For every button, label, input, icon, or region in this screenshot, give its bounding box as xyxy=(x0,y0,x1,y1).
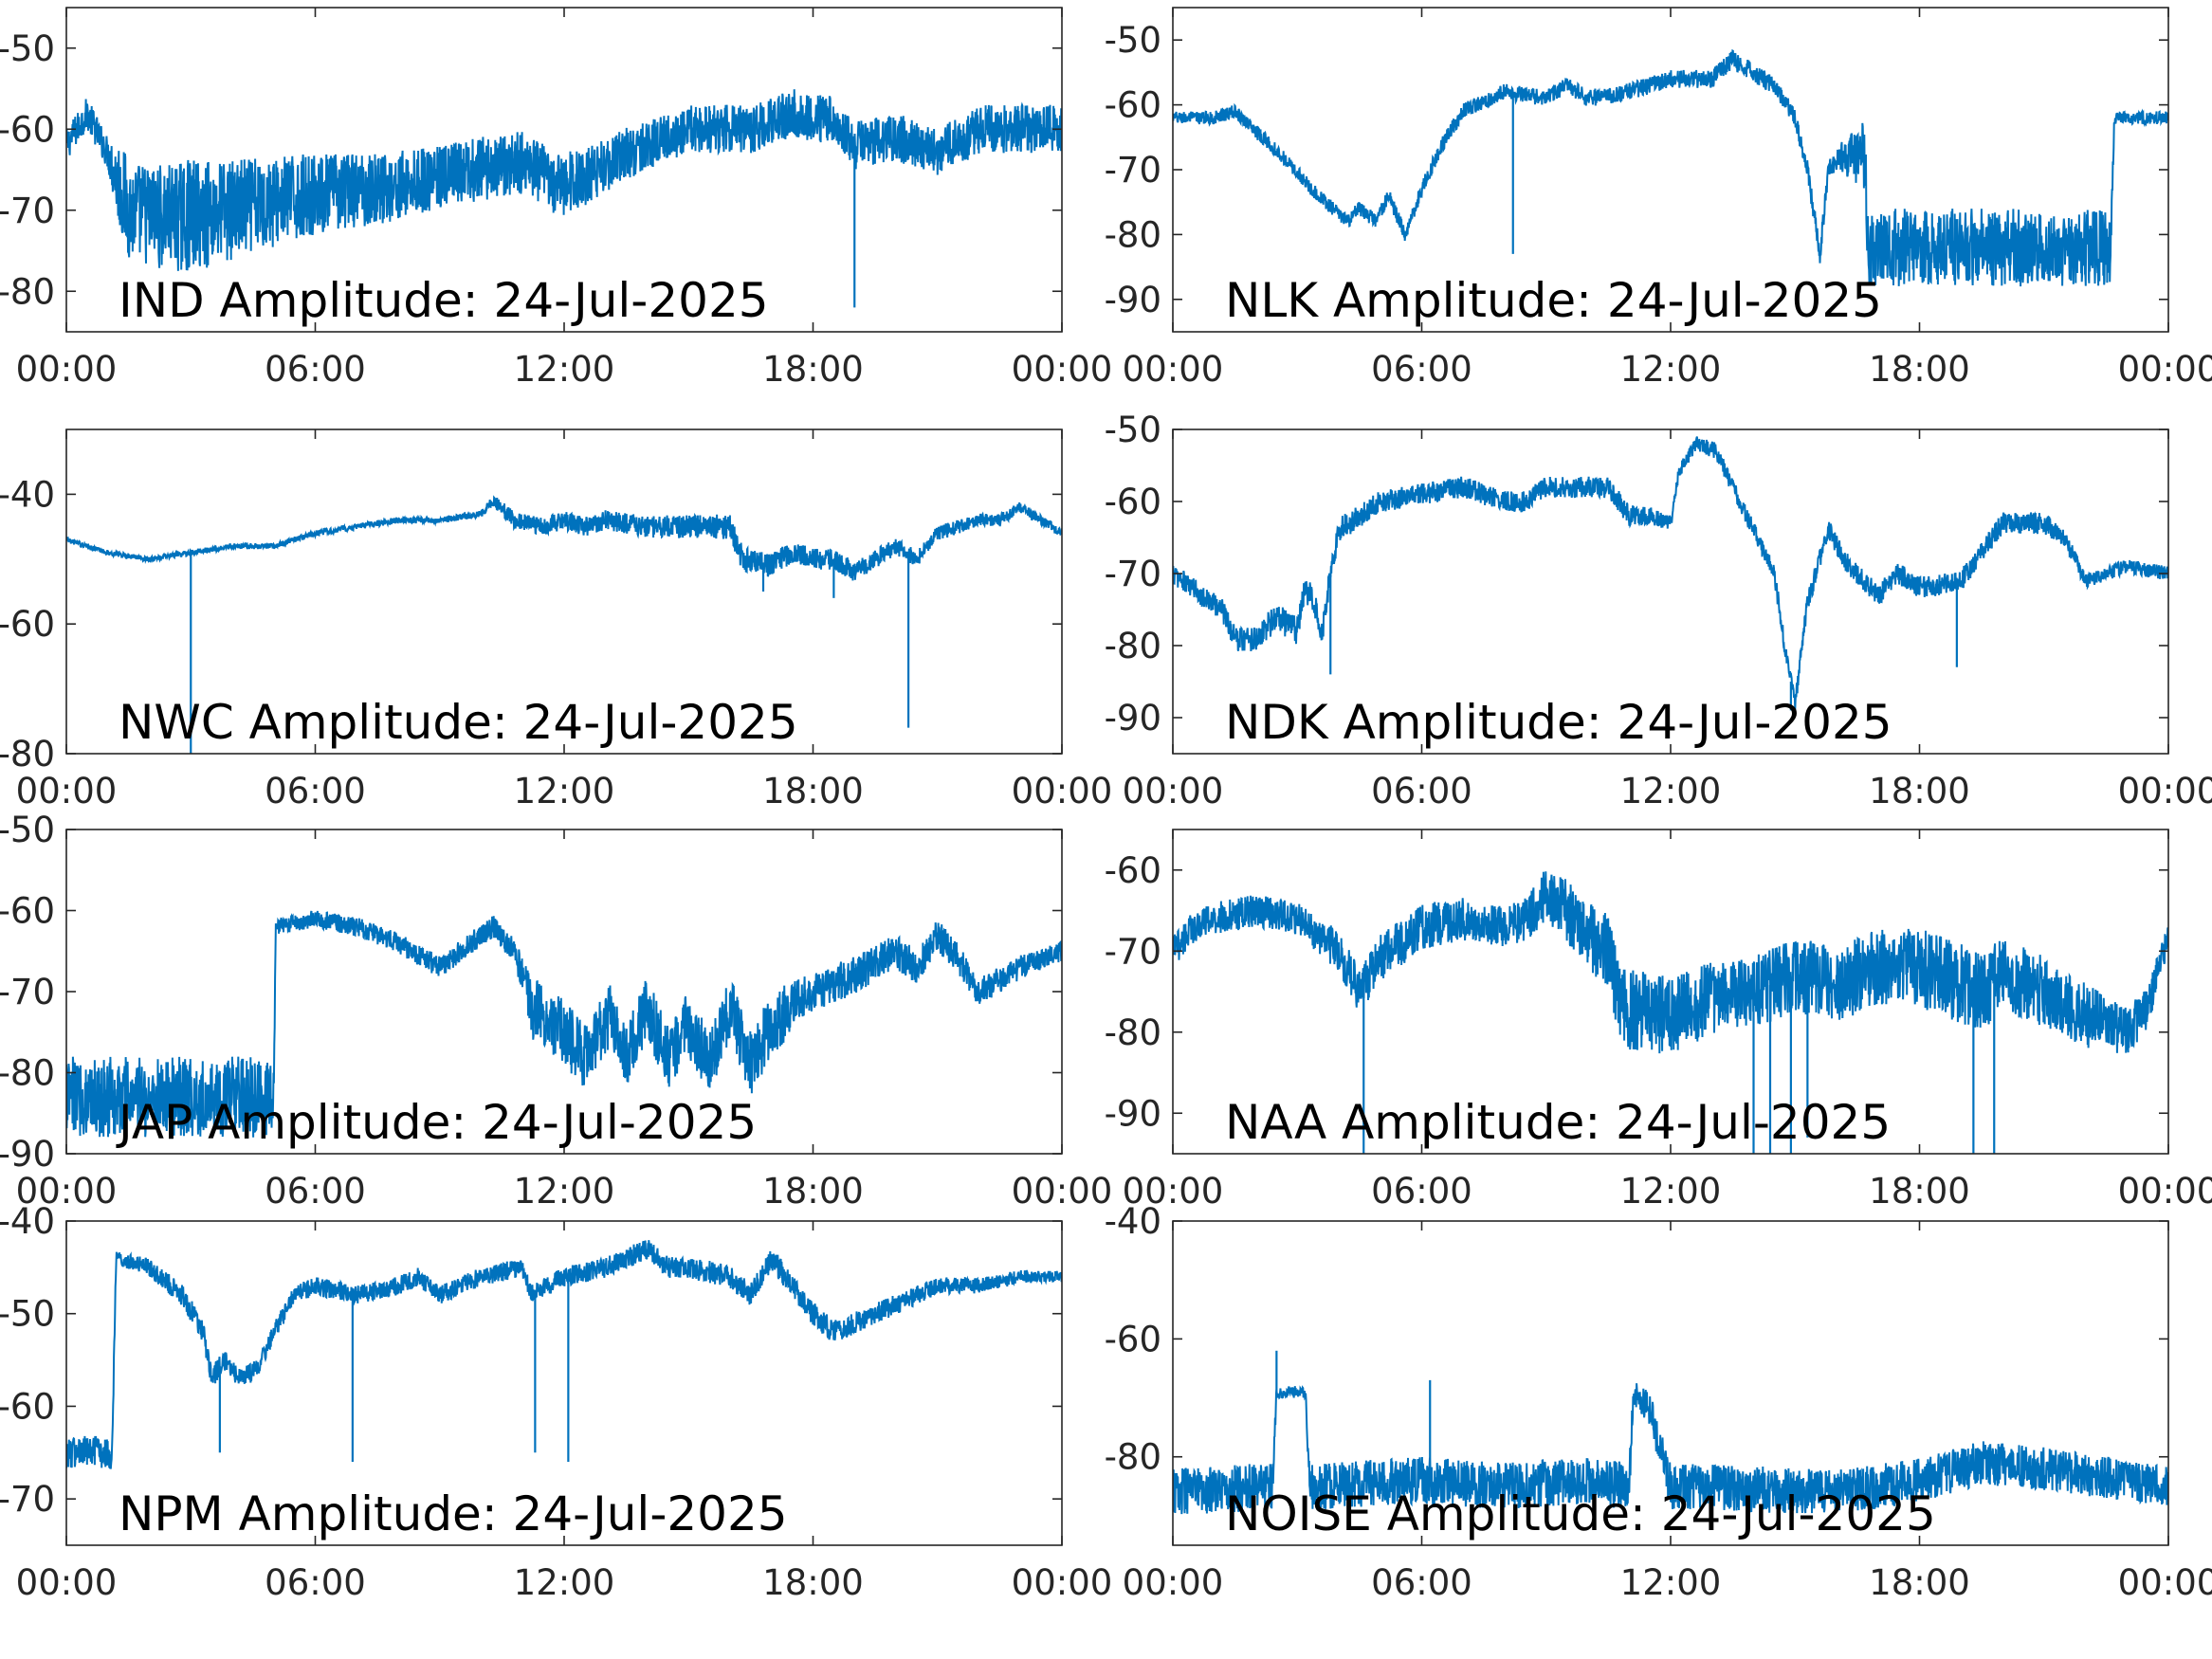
xtick-label-ind: 12:00 xyxy=(514,349,615,390)
ytick-label-noise: -60 xyxy=(1105,1319,1161,1359)
xtick-label-npm: 00:00 xyxy=(16,1562,118,1603)
xtick-label-nwc: 06:00 xyxy=(265,771,366,811)
xtick-label-nwc: 12:00 xyxy=(514,771,615,811)
xtick-label-naa: 12:00 xyxy=(1620,1171,1722,1212)
series-line-ind xyxy=(66,89,1062,271)
ytick-label-nwc: -60 xyxy=(0,604,55,645)
xtick-label-nlk: 00:00 xyxy=(2118,349,2212,390)
xtick-label-nwc: 00:00 xyxy=(1012,771,1113,811)
xtick-label-nlk: 18:00 xyxy=(1869,349,1970,390)
xtick-label-noise: 12:00 xyxy=(1620,1562,1722,1603)
ytick-label-jap: -90 xyxy=(0,1134,55,1175)
xtick-label-nwc: 18:00 xyxy=(762,771,864,811)
xtick-label-noise: 18:00 xyxy=(1869,1562,1970,1603)
series-line-nwc xyxy=(66,495,1062,581)
ytick-label-naa: -90 xyxy=(1105,1093,1161,1134)
plot-title-nlk: NLK Amplitude: 24-Jul-2025 xyxy=(1225,273,1882,328)
xtick-label-noise: 00:00 xyxy=(2118,1562,2212,1603)
plot-title-noise: NOISE Amplitude: 24-Jul-2025 xyxy=(1225,1486,1936,1541)
ytick-label-naa: -80 xyxy=(1105,1012,1161,1053)
series-line-ndk xyxy=(1173,436,2168,710)
xtick-label-npm: 12:00 xyxy=(514,1562,615,1603)
xtick-label-noise: 00:00 xyxy=(1123,1562,1224,1603)
ytick-label-jap: -70 xyxy=(0,972,55,1012)
xtick-label-ind: 18:00 xyxy=(762,349,864,390)
subplot-ndk: -50 -60 -70 -80 -90 00:00 06:00 12:00 18:00 00:00… xyxy=(1105,410,2212,811)
xtick-label-ndk: 18:00 xyxy=(1869,771,1970,811)
plot-title-ndk: NDK Amplitude: 24-Jul-2025 xyxy=(1225,695,1892,750)
xtick-label-naa: 06:00 xyxy=(1371,1171,1472,1212)
plot-title-nwc: NWC Amplitude: 24-Jul-2025 xyxy=(119,695,798,750)
ytick-label-naa: -70 xyxy=(1105,931,1161,972)
ytick-label-nlk: -70 xyxy=(1105,150,1161,191)
ytick-label-nlk: -50 xyxy=(1105,20,1161,61)
ytick-label-ndk: -90 xyxy=(1105,698,1161,738)
xtick-label-npm: 00:00 xyxy=(1012,1562,1113,1603)
xtick-label-ndk: 12:00 xyxy=(1620,771,1722,811)
plot-title-jap: JAP Amplitude: 24-Jul-2025 xyxy=(116,1095,757,1150)
xtick-label-jap: 00:00 xyxy=(1012,1171,1113,1212)
ytick-label-npm: -60 xyxy=(0,1386,55,1427)
ytick-label-nwc: -80 xyxy=(0,734,55,775)
xtick-label-ind: 06:00 xyxy=(265,349,366,390)
xtick-label-noise: 06:00 xyxy=(1371,1562,1472,1603)
xtick-label-nwc: 00:00 xyxy=(16,771,118,811)
xtick-label-naa: 00:00 xyxy=(2118,1171,2212,1212)
series-line-naa xyxy=(1173,871,2168,1054)
ytick-label-npm: -50 xyxy=(0,1294,55,1335)
xtick-label-ndk: 00:00 xyxy=(2118,771,2212,811)
ytick-label-ind: -70 xyxy=(0,191,55,231)
plot-title-npm: NPM Amplitude: 24-Jul-2025 xyxy=(119,1486,788,1541)
ytick-label-ind: -50 xyxy=(0,28,55,69)
xtick-label-npm: 18:00 xyxy=(762,1562,864,1603)
ytick-label-ind: -80 xyxy=(0,271,55,312)
xtick-label-nlk: 00:00 xyxy=(1123,349,1224,390)
xtick-label-npm: 06:00 xyxy=(265,1562,366,1603)
ytick-label-npm: -40 xyxy=(0,1201,55,1242)
xtick-label-jap: 18:00 xyxy=(762,1171,864,1212)
ytick-label-ndk: -80 xyxy=(1105,626,1161,666)
ytick-label-nlk: -90 xyxy=(1105,280,1161,320)
plot-title-naa: NAA Amplitude: 24-Jul-2025 xyxy=(1225,1095,1891,1150)
xtick-label-ndk: 06:00 xyxy=(1371,771,1472,811)
ytick-label-noise: -40 xyxy=(1105,1201,1161,1242)
series-line-noise xyxy=(1173,1383,2168,1515)
series-line-nlk xyxy=(1173,48,2168,287)
xtick-label-ind: 00:00 xyxy=(16,349,118,390)
ytick-label-nlk: -60 xyxy=(1105,85,1161,126)
xtick-label-nlk: 12:00 xyxy=(1620,349,1722,390)
ytick-label-nlk: -80 xyxy=(1105,214,1161,255)
xtick-label-jap: 12:00 xyxy=(514,1171,615,1212)
series-line-jap xyxy=(66,910,1062,1138)
ytick-label-noise: -80 xyxy=(1105,1437,1161,1478)
ytick-label-ndk: -70 xyxy=(1105,554,1161,594)
ytick-label-ndk: -60 xyxy=(1105,482,1161,522)
ytick-label-npm: -70 xyxy=(0,1479,55,1520)
series-line-npm xyxy=(66,1240,1062,1469)
plot-title-ind: IND Amplitude: 24-Jul-2025 xyxy=(119,273,769,328)
ytick-label-ndk: -50 xyxy=(1105,410,1161,450)
ytick-label-ind: -60 xyxy=(0,109,55,150)
xtick-label-jap: 06:00 xyxy=(265,1171,366,1212)
xtick-label-jap: 00:00 xyxy=(16,1171,118,1212)
ytick-label-nwc: -40 xyxy=(0,474,55,515)
ytick-label-naa: -60 xyxy=(1105,850,1161,891)
ytick-label-jap: -80 xyxy=(0,1053,55,1094)
ytick-label-jap: -50 xyxy=(0,810,55,850)
xtick-label-ind: 00:00 xyxy=(1012,349,1113,390)
xtick-label-ndk: 00:00 xyxy=(1123,771,1224,811)
subplot-nlk: -50 -60 -70 -80 -90 00:00 06:00 12:00 18:00 00:00… xyxy=(1105,7,2212,390)
xtick-label-naa: 00:00 xyxy=(1123,1171,1224,1212)
xtick-label-nlk: 06:00 xyxy=(1371,349,1472,390)
ytick-label-jap: -60 xyxy=(0,891,55,932)
xtick-label-naa: 18:00 xyxy=(1869,1171,1970,1212)
